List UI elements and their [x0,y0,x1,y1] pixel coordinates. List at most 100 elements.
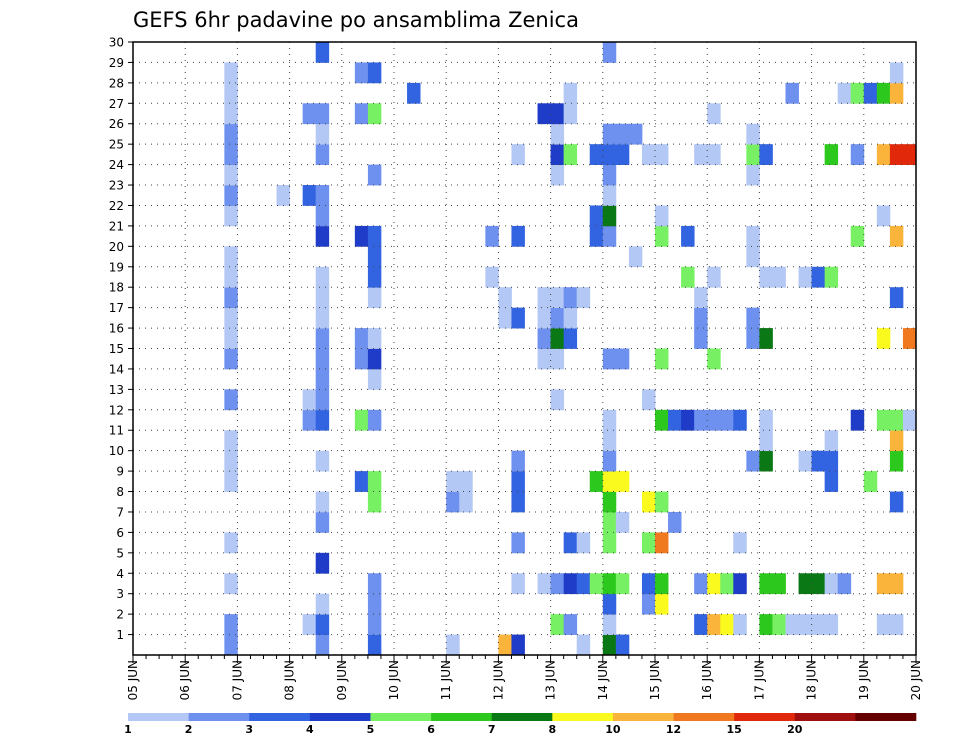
heatmap-cell [354,225,369,247]
heatmap-cell [641,389,656,411]
heatmap-cell [315,409,330,431]
heatmap-cell [550,348,565,370]
heatmap-cell [354,348,369,370]
heatmap-cell [537,573,551,595]
heatmap-cell [367,471,382,492]
heatmap-cell [459,491,473,513]
y-tick-label: 30 [109,36,124,50]
heatmap-cell [876,328,891,349]
heatmap-cell [576,532,591,554]
heatmap-cell [224,614,238,635]
heatmap-cell [615,123,630,145]
heatmap-cell [733,573,747,595]
heatmap-cell [602,409,617,431]
y-tick-label: 8 [116,485,124,499]
heatmap-cell [367,409,382,431]
heatmap-cell [302,614,317,635]
heatmap-cell [720,614,734,635]
heatmap-cell [224,389,238,411]
heatmap-cell [576,634,591,656]
x-tick-label: 07 JUN [230,660,244,700]
heatmap-cell [511,225,525,247]
heatmap-cell [550,328,565,349]
heatmap-cell [694,144,708,165]
heatmap-cell [602,450,617,472]
heatmap-cell [550,573,565,595]
heatmap-cell [694,573,708,595]
heatmap-cell [224,103,238,125]
heatmap-cell [733,409,747,431]
heatmap-cell [615,573,630,595]
heatmap-cell [759,266,773,288]
colorbar-label: 3 [245,723,253,736]
heatmap-cell [315,593,330,615]
heatmap-cell [655,144,669,165]
heatmap-cell [367,103,382,125]
heatmap-cell [224,185,238,206]
x-tick-label: 12 JUN [491,660,505,700]
heatmap-cell [602,634,617,656]
heatmap-cell [746,328,760,349]
y-tick-label: 5 [116,546,124,560]
y-tick-label: 16 [109,322,124,336]
heatmap-cell [302,389,317,411]
heatmap-cell [655,409,669,431]
heatmap-cell [224,450,238,472]
heatmap-cell [641,593,656,615]
heatmap-cell [824,471,839,492]
heatmap-cell [746,450,760,472]
y-tick-label: 24 [109,158,124,172]
colorbar-label: 6 [427,723,435,736]
colorbar-label: 2 [185,723,193,736]
heatmap-cell [537,103,551,125]
heatmap-cell [224,266,238,288]
heatmap-cell [759,144,773,165]
heatmap-cell [407,82,421,104]
heatmap-cell [367,225,382,247]
heatmap-cell [563,532,578,554]
heatmap-cell [824,144,839,165]
heatmap-cell [746,225,760,247]
heatmap-cell [602,144,617,165]
heatmap-cell [602,123,617,145]
heatmap-cell [511,573,525,595]
heatmap-cell [602,491,617,513]
heatmap-cell [224,287,238,309]
heatmap-cell [785,82,799,104]
heatmap-cell [681,409,695,431]
y-tick-label: 21 [109,219,124,233]
colorbar-label: 10 [605,723,621,736]
heatmap-cell [902,144,917,165]
heatmap-cell [224,430,238,452]
heatmap-cell [315,205,330,227]
heatmap-cell [315,42,330,63]
y-tick-label: 1 [116,628,124,642]
heatmap-cell [315,307,330,329]
heatmap-cell [824,266,839,288]
heatmap-cell [759,614,773,635]
heatmap-cell [589,144,604,165]
heatmap-cell [537,287,551,309]
heatmap-cell [367,634,382,656]
heatmap-cell [367,348,382,370]
heatmap-cell [824,614,839,635]
heatmap-cell [759,573,773,595]
heatmap-cell [563,103,578,125]
heatmap-cell [876,144,891,165]
heatmap-cell [889,450,904,472]
heatmap-cell [563,307,578,329]
x-tick-label: 13 JUN [544,660,558,700]
heatmap-cell [367,328,382,349]
x-tick-label: 19 JUN [857,660,871,700]
heatmap-cell [876,205,891,227]
heatmap-cell [655,532,669,554]
heatmap-cell [550,307,565,329]
heatmap-cell [811,450,826,472]
heatmap-cell [459,471,473,492]
heatmap-cell [889,287,904,309]
heatmap-cell [720,409,734,431]
heatmap-cell [746,164,760,186]
heatmap-cell [746,246,760,268]
x-tick-label: 16 JUN [700,660,714,700]
heatmap-cell [224,471,238,492]
